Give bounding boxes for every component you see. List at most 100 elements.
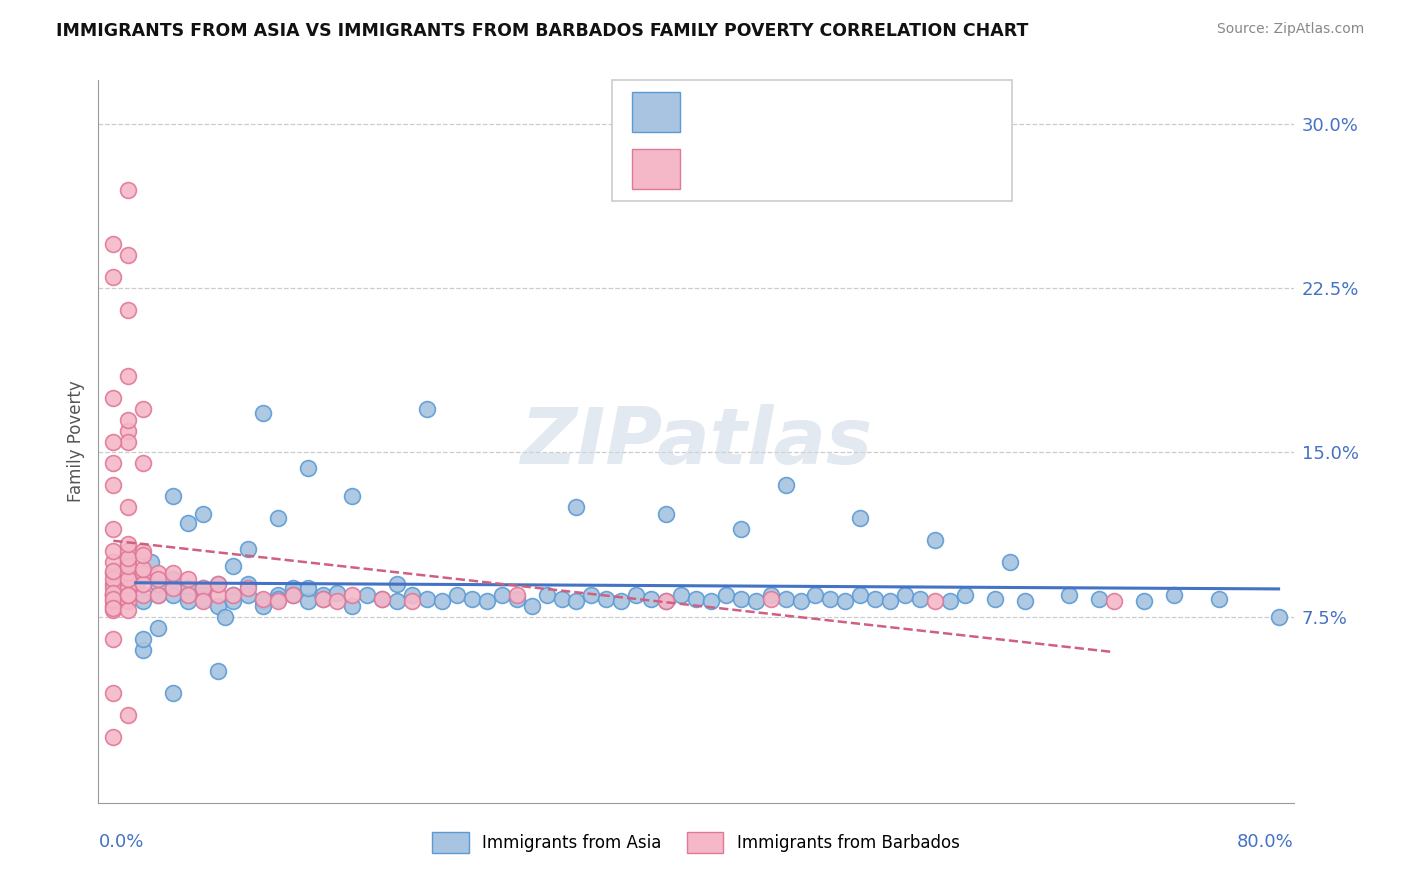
Point bbox=[267, 511, 290, 525]
Point bbox=[103, 577, 125, 591]
Point bbox=[103, 566, 125, 580]
Point bbox=[1059, 588, 1081, 602]
Point bbox=[132, 642, 155, 657]
Point bbox=[132, 401, 155, 416]
Bar bbox=[631, 93, 679, 132]
Point bbox=[207, 599, 229, 613]
Point bbox=[103, 544, 125, 558]
Point bbox=[730, 522, 752, 536]
Text: Source: ZipAtlas.com: Source: ZipAtlas.com bbox=[1216, 22, 1364, 37]
Point bbox=[281, 588, 304, 602]
Point bbox=[177, 573, 200, 587]
Point bbox=[132, 549, 155, 563]
Point bbox=[103, 592, 125, 607]
Point bbox=[834, 594, 856, 608]
Point bbox=[177, 581, 200, 595]
Point bbox=[132, 457, 155, 471]
Point bbox=[700, 594, 723, 608]
Point bbox=[117, 412, 139, 426]
Point bbox=[626, 588, 648, 602]
Point bbox=[908, 592, 931, 607]
Y-axis label: Family Poverty: Family Poverty bbox=[66, 381, 84, 502]
Point bbox=[759, 592, 782, 607]
Text: IMMIGRANTS FROM ASIA VS IMMIGRANTS FROM BARBADOS FAMILY POVERTY CORRELATION CHAR: IMMIGRANTS FROM ASIA VS IMMIGRANTS FROM … bbox=[56, 22, 1029, 40]
Point bbox=[342, 599, 364, 613]
Point bbox=[222, 588, 245, 602]
Point bbox=[385, 577, 409, 591]
Text: N =: N = bbox=[832, 103, 872, 121]
Point bbox=[789, 594, 811, 608]
Point bbox=[117, 303, 139, 318]
Point bbox=[117, 537, 139, 551]
Point bbox=[117, 550, 139, 565]
Point bbox=[148, 573, 170, 587]
Text: 0.0%: 0.0% bbox=[98, 833, 143, 851]
Point bbox=[117, 559, 139, 574]
Point bbox=[177, 516, 200, 530]
Point bbox=[297, 460, 319, 475]
Point bbox=[536, 588, 558, 602]
Point bbox=[191, 581, 214, 595]
Point bbox=[311, 592, 333, 607]
Point bbox=[924, 533, 946, 547]
Point bbox=[252, 406, 274, 420]
Point bbox=[953, 588, 976, 602]
Point bbox=[148, 566, 170, 580]
Point bbox=[117, 183, 139, 197]
Point bbox=[506, 592, 529, 607]
Point bbox=[281, 588, 304, 602]
Point bbox=[491, 588, 513, 602]
Point bbox=[1133, 594, 1156, 608]
Point bbox=[1267, 609, 1289, 624]
Text: R =: R = bbox=[696, 159, 735, 178]
Point bbox=[610, 594, 633, 608]
Point bbox=[297, 581, 319, 595]
Point bbox=[103, 581, 125, 595]
Point bbox=[550, 592, 572, 607]
Point bbox=[446, 588, 468, 602]
Point bbox=[177, 594, 200, 608]
Point bbox=[103, 434, 125, 449]
Point bbox=[565, 594, 588, 608]
Point bbox=[103, 603, 125, 617]
Point bbox=[117, 588, 139, 602]
Point bbox=[148, 588, 170, 602]
Point bbox=[132, 544, 155, 558]
Point bbox=[103, 237, 125, 252]
Point bbox=[117, 708, 139, 723]
Point bbox=[103, 555, 125, 569]
Point bbox=[191, 588, 214, 602]
Point bbox=[103, 564, 125, 578]
Point bbox=[759, 588, 782, 602]
Point bbox=[103, 601, 125, 615]
Text: 80.0%: 80.0% bbox=[1237, 833, 1294, 851]
Point bbox=[103, 270, 125, 285]
Point bbox=[924, 594, 946, 608]
Point bbox=[103, 588, 125, 602]
Point bbox=[252, 592, 274, 607]
Point bbox=[103, 599, 125, 613]
Point bbox=[191, 594, 214, 608]
Point bbox=[132, 632, 155, 646]
Point bbox=[430, 594, 453, 608]
Point bbox=[103, 457, 125, 471]
Point bbox=[103, 585, 125, 599]
Point bbox=[162, 489, 184, 503]
Point bbox=[775, 592, 797, 607]
Point bbox=[103, 594, 125, 608]
Point bbox=[148, 588, 170, 602]
Point bbox=[326, 585, 349, 599]
Point bbox=[177, 588, 200, 602]
Point bbox=[236, 541, 259, 556]
Point bbox=[506, 588, 529, 602]
Text: N =: N = bbox=[832, 159, 872, 178]
Point bbox=[1163, 588, 1185, 602]
Point bbox=[191, 592, 214, 607]
Legend: Immigrants from Asia, Immigrants from Barbados: Immigrants from Asia, Immigrants from Ba… bbox=[426, 826, 966, 860]
Point bbox=[820, 592, 842, 607]
Point bbox=[267, 594, 290, 608]
Point bbox=[655, 594, 678, 608]
Point bbox=[520, 599, 543, 613]
Point bbox=[714, 588, 737, 602]
Point bbox=[998, 555, 1021, 569]
